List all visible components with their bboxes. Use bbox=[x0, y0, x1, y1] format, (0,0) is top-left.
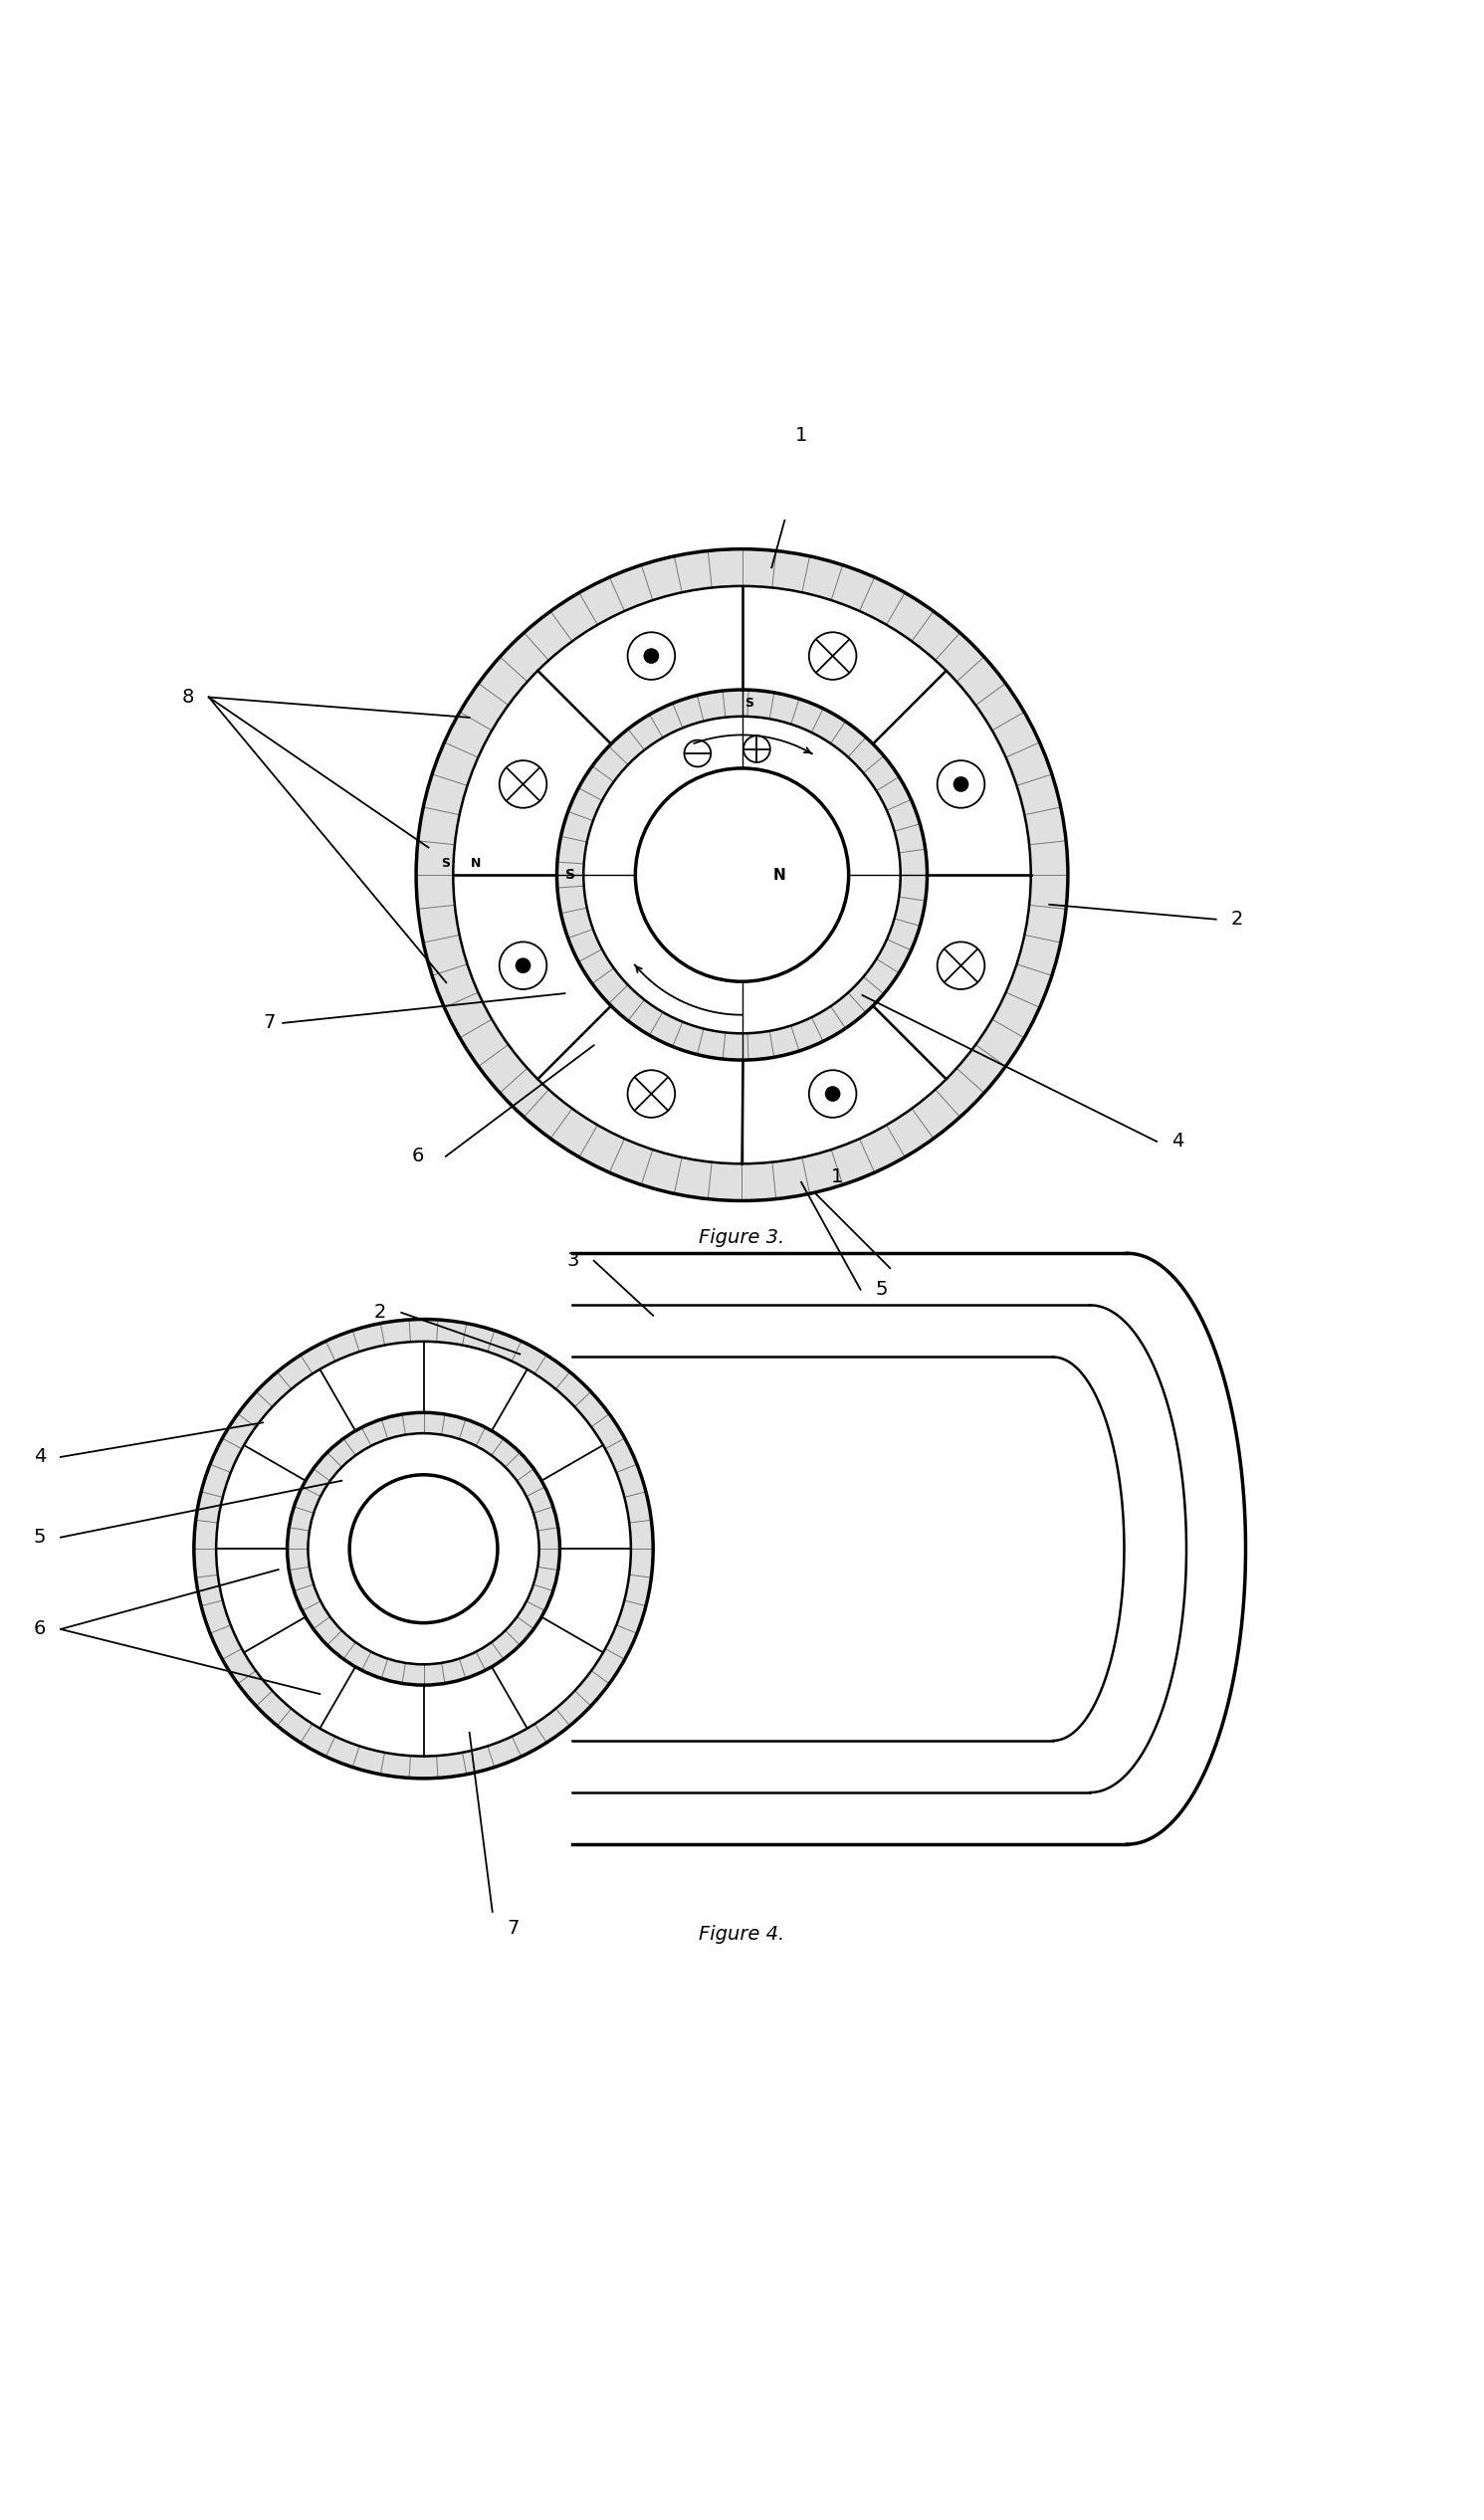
Text: 5: 5 bbox=[33, 1527, 46, 1547]
Text: Figure 3.: Figure 3. bbox=[699, 1227, 785, 1247]
Text: 8: 8 bbox=[181, 688, 194, 706]
Text: N: N bbox=[773, 867, 785, 882]
Circle shape bbox=[288, 1414, 559, 1686]
Text: S: S bbox=[565, 867, 576, 882]
Text: 2: 2 bbox=[374, 1303, 386, 1323]
Text: 4: 4 bbox=[1171, 1131, 1184, 1152]
Circle shape bbox=[516, 958, 530, 973]
Text: S: S bbox=[745, 696, 754, 711]
Text: 6: 6 bbox=[34, 1620, 46, 1638]
Circle shape bbox=[635, 769, 849, 983]
Text: 3: 3 bbox=[567, 1252, 579, 1270]
Circle shape bbox=[416, 549, 1068, 1200]
Circle shape bbox=[583, 716, 901, 1033]
Text: 7: 7 bbox=[508, 1920, 519, 1938]
Circle shape bbox=[825, 1086, 840, 1101]
Text: 7: 7 bbox=[263, 1013, 276, 1033]
Text: Figure 4.: Figure 4. bbox=[699, 1925, 785, 1943]
Circle shape bbox=[556, 690, 928, 1061]
Text: 2: 2 bbox=[1230, 910, 1244, 930]
Circle shape bbox=[644, 648, 659, 663]
Circle shape bbox=[954, 776, 968, 791]
Circle shape bbox=[349, 1474, 497, 1623]
Text: 1: 1 bbox=[831, 1167, 843, 1187]
Text: 4: 4 bbox=[34, 1446, 46, 1467]
Text: 1: 1 bbox=[795, 426, 807, 446]
Text: 5: 5 bbox=[876, 1280, 887, 1300]
Text: S: S bbox=[441, 857, 450, 869]
Circle shape bbox=[453, 587, 1031, 1164]
Text: 6: 6 bbox=[411, 1147, 423, 1167]
Circle shape bbox=[309, 1434, 539, 1663]
Text: N: N bbox=[470, 857, 481, 869]
Circle shape bbox=[194, 1320, 653, 1779]
Circle shape bbox=[217, 1341, 631, 1756]
